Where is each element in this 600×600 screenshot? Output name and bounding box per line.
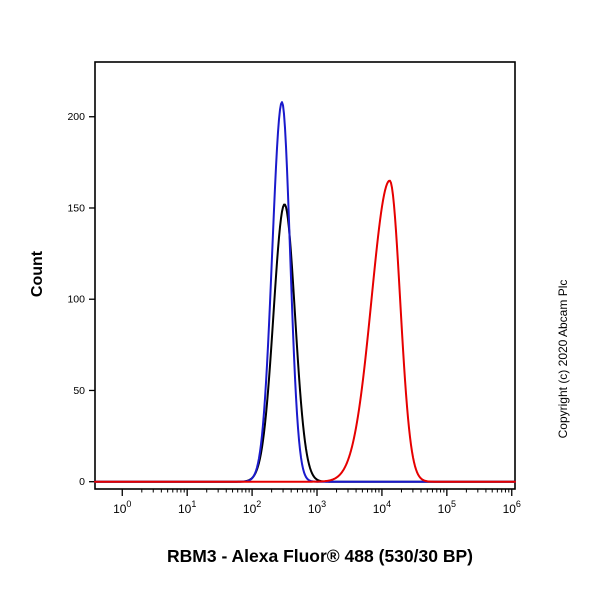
chart-title: RBM3 - Alexa Fluor® 488 (530/30 BP)	[167, 546, 473, 566]
x-tick-label: 105	[438, 499, 456, 516]
x-tick-label: 103	[308, 499, 326, 516]
x-tick-label: 101	[178, 499, 196, 516]
x-tick-label: 102	[243, 499, 261, 516]
y-tick-label: 0	[79, 476, 85, 488]
y-tick-label: 50	[73, 385, 85, 397]
y-tick-label: 200	[67, 111, 85, 123]
red-curve	[94, 179, 516, 483]
x-tick-label: 100	[113, 499, 131, 516]
black-curve	[94, 203, 516, 483]
y-tick-label: 150	[67, 202, 85, 214]
y-axis-label: Count	[29, 250, 46, 298]
x-tick-label: 106	[503, 499, 521, 516]
plot-frame	[94, 61, 516, 490]
copyright-text: Copyright (c) 2020 Abcam Plc	[556, 279, 570, 439]
blue-curve	[94, 101, 516, 483]
x-tick-label: 104	[373, 499, 391, 516]
y-tick-label: 100	[67, 294, 85, 306]
